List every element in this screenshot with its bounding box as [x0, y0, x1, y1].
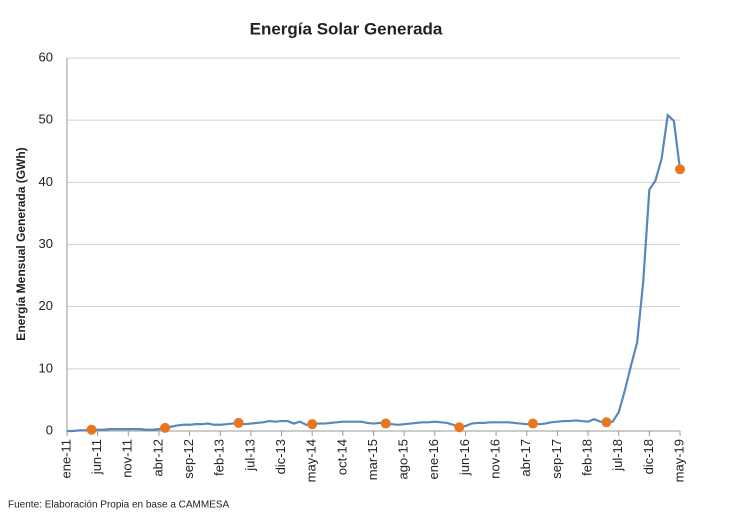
x-tick-label: ago-15	[396, 439, 411, 479]
x-tick-label: sep-12	[181, 439, 196, 479]
x-tick-label: may-14	[304, 439, 319, 482]
x-tick-label: feb-18	[579, 439, 594, 476]
x-tick-label: jun-16	[457, 439, 472, 476]
x-tick-label: sep-17	[549, 439, 564, 479]
source-note: Fuente: Elaboración Propia en base a CAM…	[8, 500, 230, 511]
x-tick-label: ene-11	[58, 439, 73, 479]
x-tick-label: dic-13	[273, 439, 288, 474]
x-tick-label: jul-18	[610, 439, 625, 472]
y-tick-label: 10	[39, 360, 53, 375]
x-tick-label: nov-11	[120, 439, 135, 478]
x-tick-label: abr-17	[518, 439, 533, 477]
marker	[527, 418, 538, 429]
y-tick-label: 50	[39, 112, 53, 127]
x-tick-label: abr-12	[150, 439, 165, 477]
marker	[86, 424, 97, 435]
x-tick-label: may-19	[671, 439, 686, 482]
marker	[454, 422, 465, 433]
x-tick-label: feb-13	[212, 439, 227, 476]
x-tick-label: dic-18	[641, 439, 656, 474]
x-tick-label: mar-15	[365, 439, 380, 480]
y-tick-label: 0	[46, 422, 53, 437]
y-tick-label: 30	[39, 236, 53, 251]
x-tick-label: jun-11	[89, 439, 104, 475]
x-tick-label: nov-16	[488, 439, 503, 479]
marker	[233, 417, 244, 428]
marker	[380, 418, 391, 429]
y-tick-label: 60	[39, 49, 53, 64]
y-tick-label: 20	[39, 298, 53, 313]
marker	[601, 417, 612, 428]
chart-title: Energía Solar Generada	[250, 19, 443, 38]
x-tick-label: oct-14	[334, 439, 349, 475]
x-tick-label: jul-13	[242, 439, 257, 472]
y-tick-label: 40	[39, 174, 53, 189]
x-tick-label: ene-16	[426, 439, 441, 479]
marker	[675, 164, 685, 175]
marker	[307, 419, 318, 430]
y-axis-label: Energía Mensual Generada (GWh)	[14, 147, 28, 340]
marker	[160, 422, 171, 433]
line-series	[67, 112, 682, 433]
